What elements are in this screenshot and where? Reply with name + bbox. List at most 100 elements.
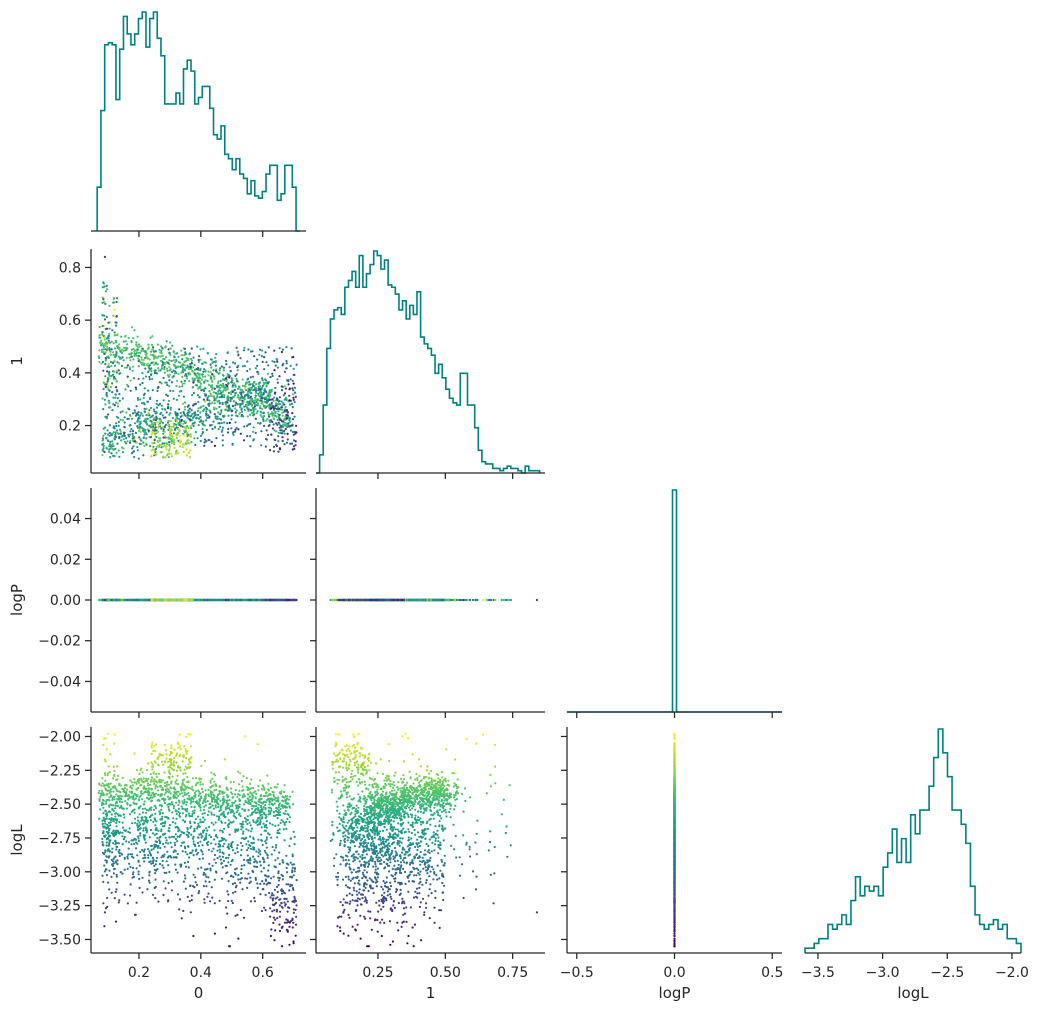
scatter-point [164, 423, 167, 426]
scatter-point [224, 408, 227, 411]
scatter-point [246, 406, 249, 410]
scatter-point [248, 380, 251, 383]
scatter-point [247, 396, 250, 399]
scatter-point [271, 427, 274, 430]
scatter-point [205, 412, 208, 415]
scatter-point [179, 415, 182, 418]
scatter-point [258, 348, 262, 351]
scatter-point [284, 387, 287, 390]
scatter-point [168, 359, 171, 362]
scatter-point [108, 304, 111, 307]
scatter-point [162, 455, 165, 458]
scatter-point [223, 396, 226, 399]
scatter-point [231, 443, 234, 446]
scatter-point [110, 598, 113, 602]
scatter-point [191, 394, 194, 397]
scatter-point [122, 438, 125, 441]
scatter-point [222, 382, 225, 385]
scatter-point [282, 423, 285, 426]
scatter-point [290, 402, 294, 405]
scatter-point [178, 361, 182, 364]
scatter-point [154, 426, 157, 429]
scatter-point [218, 405, 221, 409]
scatter-point [192, 356, 195, 359]
scatter-point [269, 407, 272, 410]
scatter-point [207, 395, 210, 398]
scatter-point [291, 418, 295, 421]
scatter-point [250, 400, 253, 403]
scatter-point [272, 423, 275, 426]
scatter-point [192, 424, 195, 427]
scatter-point [157, 437, 161, 440]
scatter-point [152, 418, 155, 421]
scatter-point [156, 389, 159, 392]
scatter-point [122, 349, 125, 353]
scatter-point [237, 428, 240, 431]
scatter-point [143, 364, 146, 367]
scatter-point [247, 348, 250, 351]
scatter-point [167, 437, 170, 440]
scatter-point [182, 450, 185, 453]
scatter-point [115, 300, 118, 304]
scatter-point [168, 352, 171, 355]
scatter-point [117, 424, 120, 427]
scatter-0-vs-logP [97, 598, 298, 602]
scatter-point [246, 401, 249, 404]
scatter-point [110, 432, 113, 436]
scatter-point [263, 388, 266, 391]
scatter-point [241, 410, 244, 413]
scatter-point [149, 406, 153, 410]
scatter-point [270, 390, 273, 393]
scatter-point [230, 418, 233, 421]
scatter-point [153, 363, 156, 366]
scatter-point [254, 417, 257, 420]
scatter-point [209, 411, 212, 414]
scatter-point [154, 598, 157, 602]
scatter-point [262, 411, 265, 414]
scatter-point [231, 361, 235, 364]
scatter-point [125, 437, 128, 440]
scatter-point [189, 436, 192, 439]
scatter-point [273, 429, 276, 432]
scatter-point [195, 384, 198, 387]
scatter-point [130, 452, 134, 455]
scatter-point [136, 449, 139, 452]
scatter-point [149, 444, 152, 448]
scatter-point [199, 406, 202, 409]
scatter-point [219, 386, 222, 389]
scatter-point [109, 350, 112, 353]
scatter-point [161, 361, 164, 364]
scatter-point [123, 416, 126, 419]
scatter-point [103, 255, 106, 258]
scatter-point [225, 363, 228, 366]
scatter-point [198, 355, 201, 358]
scatter-point [217, 382, 220, 385]
scatter-point [249, 413, 252, 416]
scatter-point [185, 434, 188, 437]
scatter-point [142, 377, 145, 380]
scatter-point [151, 346, 155, 349]
scatter-point [220, 421, 223, 425]
scatter-point [226, 351, 229, 354]
scatter-point [119, 432, 122, 435]
panels-layer: 0.20.40.60.81−0.04−0.020.000.020.04logP0… [8, 11, 1029, 1002]
scatter-point [212, 369, 215, 372]
scatter-point [268, 415, 271, 418]
scatter-point [102, 346, 105, 349]
scatter-point [112, 353, 115, 356]
scatter-point [264, 351, 267, 354]
scatter-point [156, 421, 159, 424]
scatter-point [202, 423, 205, 426]
scatter-point [108, 445, 111, 448]
scatter-point [213, 444, 216, 447]
scatter-point [217, 428, 220, 431]
scatter-point [283, 403, 286, 406]
scatter-point [167, 348, 170, 351]
scatter-point [104, 432, 107, 435]
scatter-point [177, 355, 180, 358]
scatter-point [178, 390, 181, 393]
scatter-point [187, 598, 190, 602]
scatter-point [231, 390, 234, 393]
scatter-point [183, 347, 186, 350]
scatter-point [140, 358, 143, 361]
